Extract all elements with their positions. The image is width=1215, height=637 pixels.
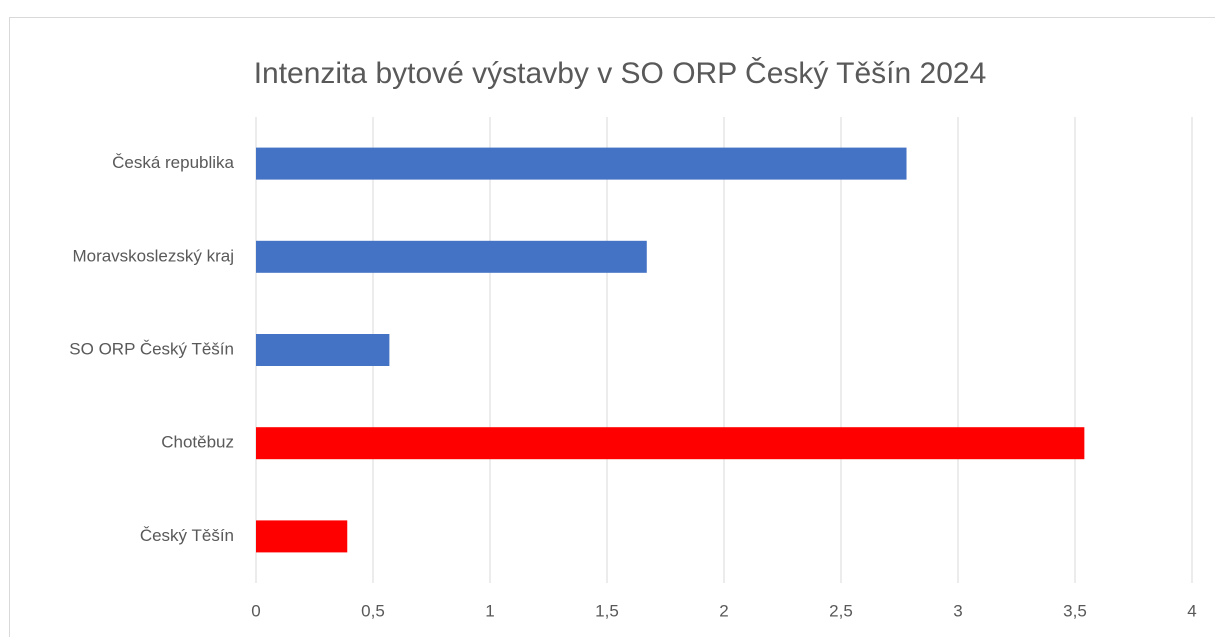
- x-tick-label: 3: [953, 601, 962, 620]
- y-tick-label: Moravskoslezský kraj: [72, 246, 234, 265]
- x-tick-label: 4: [1187, 601, 1196, 620]
- bar: [256, 147, 907, 180]
- x-tick-label: 3,5: [1063, 601, 1087, 620]
- y-tick-label: Česká republika: [112, 153, 234, 172]
- y-tick-label: Chotěbuz: [161, 433, 234, 452]
- chart-border: [9, 17, 1215, 637]
- x-tick-label: 1: [485, 601, 494, 620]
- chart-title: Intenzita bytové výstavby v SO ORP Český…: [254, 56, 987, 90]
- x-tick-label: 0: [251, 601, 260, 620]
- x-tick-label: 1,5: [595, 601, 619, 620]
- x-tick-label: 0,5: [361, 601, 385, 620]
- x-tick-label: 2: [719, 601, 728, 620]
- y-tick-label: SO ORP Český Těšín: [69, 339, 234, 358]
- bar: [256, 240, 647, 273]
- bar: [256, 427, 1085, 460]
- bar: [256, 334, 390, 366]
- bar: [256, 520, 348, 553]
- y-tick-label: Český Těšín: [140, 526, 234, 545]
- x-tick-label: 2,5: [829, 601, 853, 620]
